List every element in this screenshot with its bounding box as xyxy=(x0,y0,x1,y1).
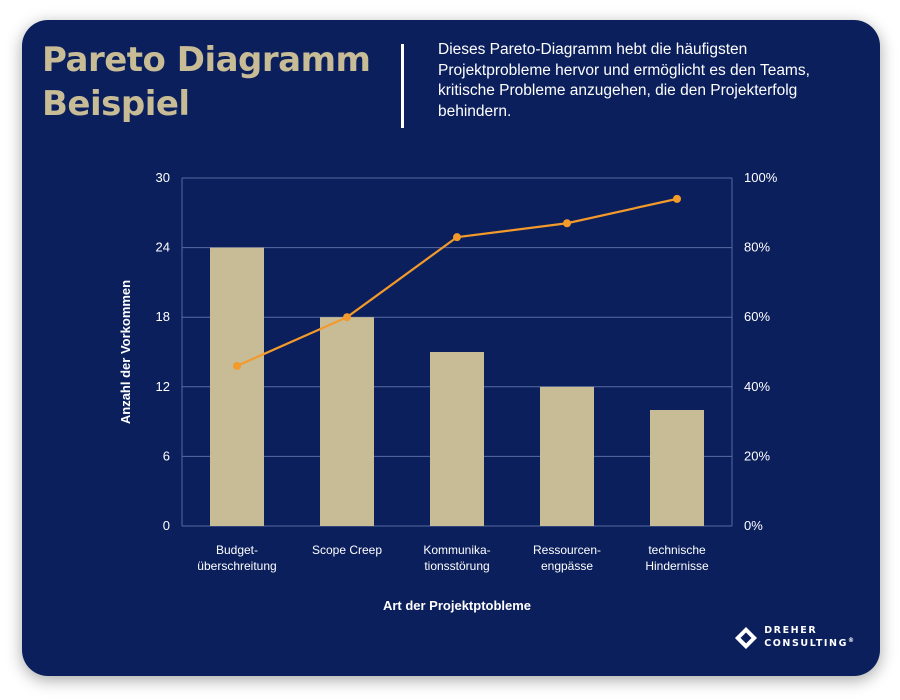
x-tick-label: Ressourcen-engpässe xyxy=(533,543,601,573)
y-axis-title: Anzahl der Vorkommen xyxy=(118,280,133,424)
y-tick-label: 24 xyxy=(156,240,170,255)
x-tick-label-line: Ressourcen- xyxy=(533,543,601,557)
cumulative-point xyxy=(233,361,241,370)
x-tick-label-line: Scope Creep xyxy=(312,543,382,557)
brand-text: DREHER CONSULTING® xyxy=(764,626,854,649)
cumulative-point xyxy=(673,194,681,203)
x-tick-label: Budget-überschreitung xyxy=(197,543,276,573)
x-tick-label: technische Hindernisse xyxy=(645,543,709,573)
x-tick-label-line: Budget- xyxy=(216,543,258,557)
x-tick-label: Kommunika-tionsstörung xyxy=(423,543,490,573)
y2-tick-label: 80% xyxy=(744,240,770,255)
x-tick-label-line: tionsstörung xyxy=(424,559,489,573)
x-tick-label-line: engpässe xyxy=(541,559,593,573)
pareto-chart: 0 6 12 18 24 30 0% 20% 40% 60% 80% 100% Budget-übers… xyxy=(118,170,778,613)
brand-line-1: DREHER xyxy=(764,625,818,637)
cumulative-point xyxy=(343,313,351,322)
bar xyxy=(540,386,594,526)
y-tick-label: 6 xyxy=(163,448,170,463)
x-tick-label-line: überschreitung xyxy=(197,559,276,573)
x-tick-label-line: Hindernisse xyxy=(645,559,709,573)
x-tick-label-line: technische xyxy=(648,543,706,557)
y2-tick-label: 40% xyxy=(744,379,770,394)
y-tick-label: 12 xyxy=(156,379,170,394)
chart-description: Dieses Pareto-Diagramm hebt die häufigst… xyxy=(438,41,810,120)
y-tick-label: 0 xyxy=(163,518,170,533)
x-tick-label: Scope Creep xyxy=(312,543,382,557)
header-divider xyxy=(401,44,404,128)
bar xyxy=(320,317,374,526)
bar xyxy=(430,352,484,526)
cumulative-point xyxy=(563,219,571,228)
y-tick-label: 30 xyxy=(156,170,170,185)
brand-diamond-icon xyxy=(735,627,758,649)
chart-card: Pareto Diagramm Beispiel Dieses Pareto-D… xyxy=(22,20,880,676)
y2-tick-label: 20% xyxy=(744,448,770,463)
y-tick-label: 18 xyxy=(156,309,170,324)
x-tick-label-line: Kommunika- xyxy=(423,543,490,557)
bar xyxy=(650,410,704,526)
y2-tick-label: 60% xyxy=(744,309,770,324)
bar xyxy=(210,247,264,526)
cumulative-point xyxy=(453,233,461,242)
x-axis-title: Art der Projektptobleme xyxy=(383,598,531,613)
brand-line-2: CONSULTING® xyxy=(764,637,854,650)
y2-tick-label: 100% xyxy=(744,170,778,185)
brand-logo: DREHER CONSULTING® xyxy=(734,626,854,650)
page-title: Pareto Diagramm Beispiel xyxy=(42,40,371,124)
cumulative-line xyxy=(236,197,678,367)
y2-tick-label: 0% xyxy=(744,518,763,533)
